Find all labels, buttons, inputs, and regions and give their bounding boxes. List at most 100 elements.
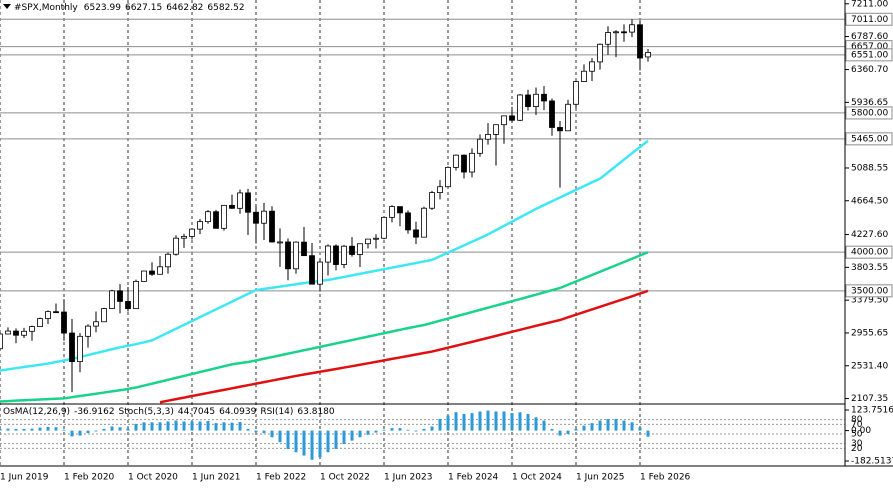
candle-body xyxy=(621,31,627,34)
candle-body xyxy=(421,207,427,238)
menu-arrow[interactable] xyxy=(3,4,11,9)
osma-bar xyxy=(102,428,106,431)
osma-bar xyxy=(302,430,306,456)
osma-bar xyxy=(190,421,194,431)
osma-bar xyxy=(158,422,162,431)
osma-bar xyxy=(254,430,258,433)
candle-body xyxy=(197,221,203,230)
candle-body xyxy=(437,186,443,194)
candle-body xyxy=(637,24,643,59)
candle-body xyxy=(309,255,315,285)
osma-bar xyxy=(126,428,130,431)
osma-bar xyxy=(390,428,394,431)
osma-bar xyxy=(382,429,386,431)
candle-body xyxy=(349,245,355,255)
ma-line xyxy=(159,289,649,404)
candle-body xyxy=(517,94,523,121)
y-tick-label: 2955.65 xyxy=(851,328,888,338)
candle-body xyxy=(141,270,147,282)
osma-bar xyxy=(582,425,586,431)
candle-body xyxy=(605,32,611,45)
osma-bar xyxy=(206,420,210,431)
candle-body xyxy=(397,206,403,214)
level-tick-label: 80 xyxy=(851,415,863,425)
y-tick-label: 7211.00 xyxy=(851,0,888,9)
osma-bar xyxy=(414,430,418,432)
candle-body xyxy=(573,81,579,105)
header-value: #SPX,Monthly xyxy=(14,3,78,13)
candle-body xyxy=(485,134,491,140)
candle-body xyxy=(429,192,435,209)
candle-body xyxy=(157,266,163,275)
x-tick-label: 1 Oct 2024 xyxy=(512,473,562,483)
y-tick-label: 5088.55 xyxy=(851,163,888,173)
osma-bar xyxy=(38,427,42,431)
level-label-box xyxy=(845,245,893,259)
level-label: 3500.00 xyxy=(851,286,888,296)
y-tick-label: 0.00 xyxy=(851,426,871,436)
candle-body xyxy=(373,237,379,240)
x-tick-label: 1 Oct 2022 xyxy=(320,473,370,483)
osma-bar xyxy=(150,422,154,431)
osma-bar xyxy=(118,427,122,431)
candle-body xyxy=(389,206,395,218)
level-label: 6657.00 xyxy=(851,42,888,52)
osma-bar xyxy=(70,430,74,437)
level-tick-label: 50 xyxy=(851,430,863,440)
candle-body xyxy=(21,330,27,336)
y-tick-label: 2531.40 xyxy=(851,361,888,371)
osma-bar xyxy=(470,413,474,431)
level-label: 5465.00 xyxy=(851,134,888,144)
osma-bar xyxy=(454,412,458,431)
candle-body xyxy=(237,192,243,209)
osma-bar xyxy=(462,413,466,431)
level-label-box xyxy=(845,106,893,120)
candle-body xyxy=(85,325,91,337)
y-tick-label: 5936.65 xyxy=(851,98,888,108)
plot-area xyxy=(0,0,845,466)
osma-bar xyxy=(494,411,498,431)
osma-bar xyxy=(406,429,410,431)
y-tick-label: -182.5137 xyxy=(851,457,893,467)
candle-body xyxy=(493,124,499,135)
osma-bar xyxy=(278,430,282,443)
candle-body xyxy=(405,212,411,231)
header-value: 6582.52 xyxy=(207,3,244,13)
x-tick-label: 1 Jun 2025 xyxy=(576,473,624,483)
osma-bar xyxy=(574,428,578,431)
osma-bar xyxy=(502,411,506,431)
osma-bar xyxy=(262,430,266,434)
osma-bar xyxy=(374,430,378,433)
candle-body xyxy=(301,241,307,257)
osma-bar xyxy=(6,428,10,431)
candle-body xyxy=(109,290,115,309)
osma-bar xyxy=(606,418,610,431)
osma-bar xyxy=(558,430,562,436)
osma-bar xyxy=(486,410,490,431)
osma-bar xyxy=(230,422,234,431)
osma-bar xyxy=(134,423,138,431)
x-tick-label: 1 Feb 2020 xyxy=(64,473,115,483)
osma-bar xyxy=(630,422,634,431)
candle-body xyxy=(589,61,595,72)
candle-body xyxy=(149,270,155,275)
osma-bar xyxy=(638,427,642,431)
candle-body xyxy=(165,253,171,268)
candle-body xyxy=(69,332,75,363)
candle-body xyxy=(205,211,211,223)
candle-body xyxy=(541,93,547,102)
osma-bar xyxy=(286,430,290,449)
candle-body xyxy=(13,330,19,336)
osma-bar xyxy=(518,412,522,431)
candle-body xyxy=(173,237,179,255)
osma-bar xyxy=(0,428,2,431)
y-tick-label: 123.7516 xyxy=(851,406,893,416)
osma-bar xyxy=(86,430,90,434)
candle-body xyxy=(229,204,235,209)
osma-bar xyxy=(526,413,530,431)
candle-body xyxy=(549,100,555,128)
candle-body xyxy=(453,154,459,168)
